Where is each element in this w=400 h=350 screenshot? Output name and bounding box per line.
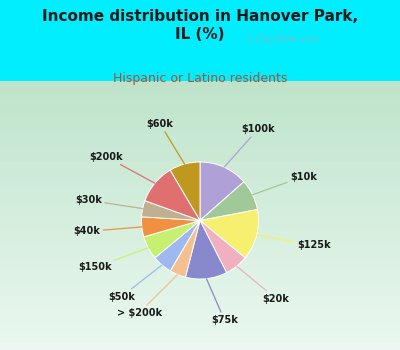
Bar: [0, 107, 400, 114]
Text: $200k: $200k: [89, 152, 155, 183]
Bar: [0, 316, 400, 323]
Bar: [0, 155, 400, 161]
Bar: [0, 310, 400, 316]
Wedge shape: [170, 220, 200, 277]
Bar: [0, 296, 400, 303]
Text: $10k: $10k: [252, 172, 317, 195]
Wedge shape: [142, 217, 200, 237]
Bar: [0, 168, 400, 175]
Bar: [0, 242, 400, 249]
Wedge shape: [144, 220, 200, 258]
Wedge shape: [200, 182, 258, 220]
Wedge shape: [145, 170, 200, 220]
Bar: [0, 323, 400, 330]
Text: ⓘ City-Data.com: ⓘ City-Data.com: [247, 35, 319, 43]
Bar: [0, 236, 400, 242]
Bar: [0, 87, 400, 94]
Text: $40k: $40k: [74, 226, 142, 237]
Wedge shape: [200, 220, 245, 273]
Bar: [0, 121, 400, 128]
Bar: [0, 195, 400, 202]
Bar: [0, 202, 400, 209]
Bar: [0, 276, 400, 283]
Bar: [0, 148, 400, 155]
Bar: [0, 141, 400, 148]
Wedge shape: [155, 220, 200, 271]
Bar: [0, 303, 400, 310]
Bar: [0, 256, 400, 262]
Bar: [0, 175, 400, 182]
Bar: [0, 222, 400, 229]
Bar: [0, 209, 400, 215]
Bar: [0, 182, 400, 188]
Bar: [0, 215, 400, 222]
Text: $100k: $100k: [224, 124, 275, 167]
Text: $50k: $50k: [108, 265, 162, 302]
Wedge shape: [186, 220, 226, 279]
Wedge shape: [142, 201, 200, 220]
Bar: [0, 161, 400, 168]
Text: Income distribution in Hanover Park,
IL (%): Income distribution in Hanover Park, IL …: [42, 9, 358, 42]
Text: Hispanic or Latino residents: Hispanic or Latino residents: [113, 72, 287, 85]
Bar: [0, 128, 400, 134]
Bar: [0, 80, 400, 87]
Bar: [0, 330, 400, 337]
Bar: [0, 249, 400, 256]
Text: $75k: $75k: [206, 279, 238, 325]
Bar: [0, 94, 400, 101]
Bar: [0, 283, 400, 289]
Bar: [0, 337, 400, 343]
Bar: [0, 229, 400, 236]
Text: $30k: $30k: [75, 195, 143, 209]
Wedge shape: [200, 162, 244, 220]
Text: $150k: $150k: [78, 248, 148, 272]
Text: $60k: $60k: [147, 119, 184, 164]
Wedge shape: [170, 162, 200, 220]
Bar: [0, 134, 400, 141]
Bar: [0, 343, 400, 350]
Text: $20k: $20k: [236, 266, 289, 303]
Bar: [0, 188, 400, 195]
Bar: [0, 269, 400, 276]
Bar: [0, 289, 400, 296]
Bar: [0, 114, 400, 121]
Bar: [0, 262, 400, 269]
Text: $125k: $125k: [257, 235, 330, 250]
Text: > $200k: > $200k: [117, 274, 178, 318]
Bar: [0, 101, 400, 107]
Wedge shape: [200, 210, 258, 258]
